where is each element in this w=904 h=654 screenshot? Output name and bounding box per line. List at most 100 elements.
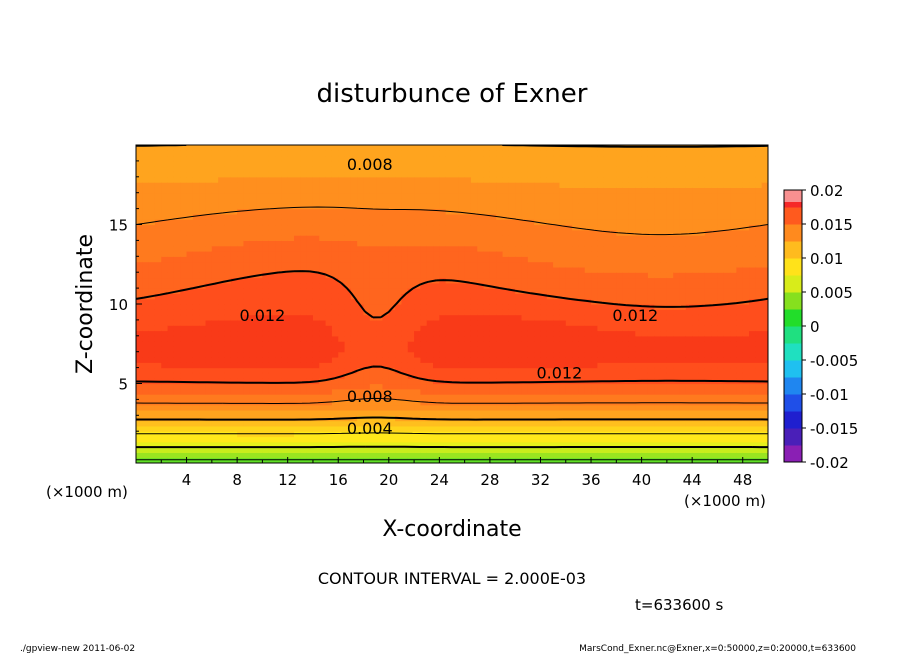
heat-cell xyxy=(369,351,377,358)
heat-cell xyxy=(407,198,415,204)
heat-cell xyxy=(628,288,636,294)
heat-cell xyxy=(534,394,542,400)
heat-cell xyxy=(628,182,636,188)
heat-cell xyxy=(470,447,478,453)
heat-cell xyxy=(262,362,270,369)
heat-cell xyxy=(256,304,263,310)
heat-cell xyxy=(331,192,339,199)
heat-cell xyxy=(508,192,516,199)
heat-cell xyxy=(534,251,542,257)
heat-cell xyxy=(553,357,561,363)
heat-cell xyxy=(192,420,200,427)
heat-cell xyxy=(458,229,466,236)
heat-cell xyxy=(306,219,314,226)
heat-cell xyxy=(331,388,339,395)
heat-cell xyxy=(306,198,314,204)
heat-cell xyxy=(439,357,447,363)
heat-cell xyxy=(300,192,308,199)
heat-cell xyxy=(268,367,276,374)
heat-cell xyxy=(628,335,636,342)
heat-cell xyxy=(597,219,605,226)
heat-cell xyxy=(312,425,320,432)
heat-cell xyxy=(388,362,396,369)
heat-cell xyxy=(584,229,592,236)
heat-cell xyxy=(230,235,238,241)
heat-cell xyxy=(597,330,605,337)
heat-cell xyxy=(508,415,516,422)
heat-cell xyxy=(294,457,301,463)
heat-cell xyxy=(294,388,301,395)
heat-cell xyxy=(205,335,213,342)
heat-cell xyxy=(616,160,624,167)
heat-cell xyxy=(477,192,485,199)
heat-cell xyxy=(230,351,238,358)
heat-cell xyxy=(376,335,384,342)
heat-cell xyxy=(489,447,497,453)
heat-cell xyxy=(597,224,605,231)
heat-cell xyxy=(338,447,346,453)
heat-cell xyxy=(647,160,655,167)
heat-cell xyxy=(319,388,327,395)
heat-cell xyxy=(376,367,384,374)
heat-cell xyxy=(205,425,213,432)
heat-cell xyxy=(616,452,624,459)
heat-cell xyxy=(275,240,282,247)
heat-cell xyxy=(458,235,466,241)
heat-cell xyxy=(502,362,510,369)
heat-cell xyxy=(654,447,662,453)
heat-cell xyxy=(382,261,390,268)
heat-cell xyxy=(192,314,200,321)
heat-cell xyxy=(388,457,396,463)
heat-cell xyxy=(546,277,554,284)
heat-cell xyxy=(142,245,150,252)
heat-cell xyxy=(344,394,352,400)
heat-cell xyxy=(224,198,232,204)
heat-cell xyxy=(142,229,150,236)
heat-cell xyxy=(211,266,219,273)
heat-cell xyxy=(433,176,440,183)
heat-cell xyxy=(306,176,314,183)
heat-cell xyxy=(344,198,352,204)
heat-cell xyxy=(211,256,219,263)
heat-cell xyxy=(344,192,352,199)
heat-cell xyxy=(376,425,384,432)
heat-cell xyxy=(647,251,655,257)
heat-cell xyxy=(433,266,440,273)
heat-cell xyxy=(597,266,605,273)
heat-cell xyxy=(616,298,624,305)
heat-cell xyxy=(470,240,478,247)
heat-cell xyxy=(591,293,598,300)
heat-cell xyxy=(553,314,561,321)
heat-cell xyxy=(167,155,175,162)
heat-cell xyxy=(338,245,346,252)
heat-cell xyxy=(414,304,421,310)
heat-cell xyxy=(350,192,358,199)
heat-cell xyxy=(148,388,156,395)
heat-cell xyxy=(230,213,238,220)
heat-cell xyxy=(628,383,636,390)
heat-cell xyxy=(312,441,320,448)
heat-cell xyxy=(363,176,371,183)
heat-cell xyxy=(477,145,485,151)
heat-cell xyxy=(325,304,333,310)
heat-cell xyxy=(243,314,251,321)
heat-cell xyxy=(628,235,636,241)
heat-cell xyxy=(584,160,592,167)
heat-cell xyxy=(237,378,245,385)
heat-cell xyxy=(211,436,219,443)
heat-cell xyxy=(268,261,276,268)
heat-cell xyxy=(338,341,346,347)
heat-cell xyxy=(218,447,226,453)
heat-cell xyxy=(622,272,630,279)
heat-cell xyxy=(420,447,428,453)
heat-cell xyxy=(521,351,529,358)
heat-cell xyxy=(433,150,440,157)
heat-cell xyxy=(142,367,150,374)
heat-cell xyxy=(338,145,346,151)
heat-cell xyxy=(287,378,295,385)
heat-cell xyxy=(249,160,257,167)
heat-cell xyxy=(496,436,504,443)
heat-cell xyxy=(508,245,516,252)
heat-cell xyxy=(142,341,150,347)
heat-cell xyxy=(508,383,516,390)
